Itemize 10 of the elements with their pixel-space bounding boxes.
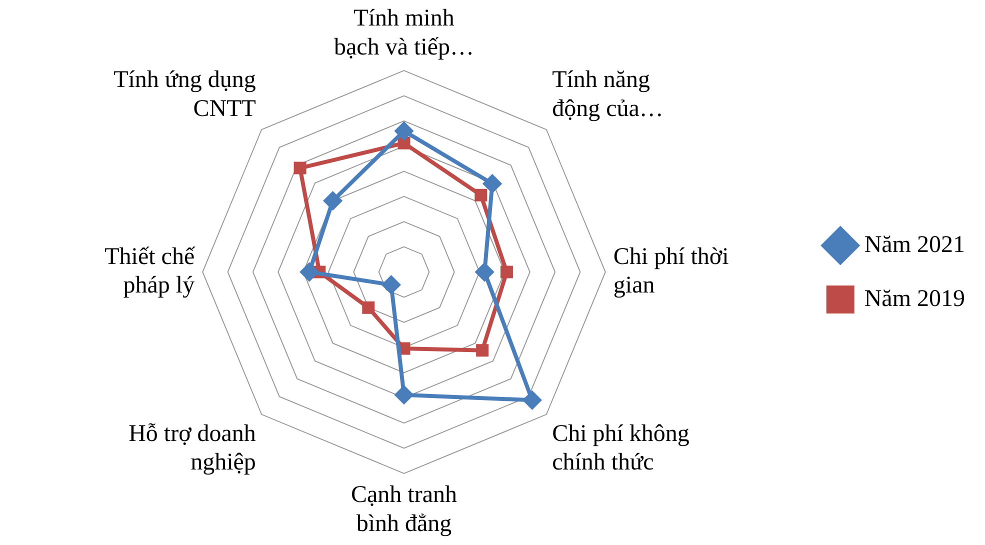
spoke-label: Tính ứng dụng CNTT [114, 67, 256, 122]
spoke-label: Tính minh bạch và tiếp… [334, 6, 474, 60]
spoke-label: Chi phí thời gian [613, 244, 730, 299]
legend-label: Năm 2019 [864, 286, 966, 312]
spoke-label: Thiết chế pháp lý [104, 244, 196, 299]
spoke-label: Chi phí không chính thức [552, 420, 690, 476]
legend-label: Năm 2021 [864, 232, 966, 258]
spoke-label: Cạnh tranh bình đẳng [351, 482, 457, 537]
spoke-label: Tính năng động của… [552, 67, 664, 122]
spoke-label: Hỗ trợ doanh nghiệp [128, 420, 256, 476]
